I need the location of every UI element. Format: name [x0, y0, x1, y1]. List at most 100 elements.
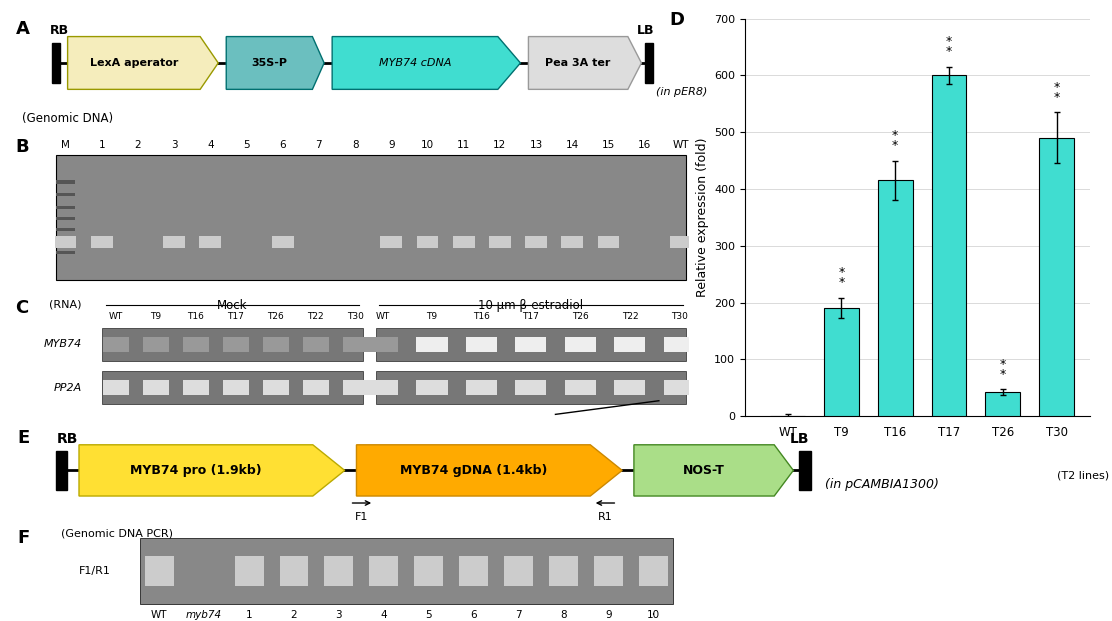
Bar [367, 337, 398, 351]
Text: PP2A: PP2A [54, 383, 82, 392]
Text: E: E [18, 430, 30, 447]
Bar [664, 380, 695, 395]
Text: 4: 4 [207, 140, 214, 150]
Polygon shape [634, 445, 793, 496]
Bar [565, 380, 596, 395]
Text: T30: T30 [347, 312, 365, 321]
Text: *: * [946, 45, 952, 58]
Text: RB: RB [57, 432, 78, 446]
Bar [417, 380, 447, 395]
Bar [549, 556, 578, 586]
Bar [594, 556, 623, 586]
Text: Pea 3A ter: Pea 3A ter [546, 58, 610, 68]
Bar [91, 236, 112, 248]
Text: 8: 8 [351, 140, 358, 150]
Bar [142, 337, 169, 351]
Bar [56, 451, 67, 489]
Y-axis label: Relative expression (fold): Relative expression (fold) [696, 138, 708, 297]
Text: T9: T9 [426, 312, 438, 321]
Text: 13: 13 [529, 140, 543, 150]
Text: T16: T16 [187, 312, 205, 321]
Bar [932, 75, 966, 416]
Text: 7: 7 [316, 140, 322, 150]
Polygon shape [226, 37, 324, 89]
Text: 2: 2 [135, 140, 141, 150]
Text: *: * [892, 139, 898, 152]
Text: F: F [18, 528, 30, 546]
Bar [376, 328, 686, 361]
Bar [597, 236, 619, 248]
Bar [342, 337, 369, 351]
Bar [102, 337, 129, 351]
Bar [417, 337, 447, 351]
Text: MYB74: MYB74 [44, 339, 82, 349]
Bar [639, 556, 668, 586]
Bar [466, 380, 497, 395]
Bar [453, 236, 475, 248]
Polygon shape [79, 445, 345, 496]
Bar [271, 236, 294, 248]
Text: T26: T26 [267, 312, 285, 321]
Text: D: D [669, 11, 684, 29]
Bar [182, 380, 209, 395]
Bar [489, 236, 510, 248]
Bar [56, 193, 76, 196]
Bar [800, 451, 811, 489]
Text: T30: T30 [671, 312, 688, 321]
Bar [565, 337, 596, 351]
Text: T26: T26 [572, 312, 589, 321]
Text: A: A [16, 20, 29, 38]
Text: LexA aperator: LexA aperator [90, 58, 178, 68]
Text: LB: LB [637, 24, 654, 37]
Text: 16: 16 [638, 140, 652, 150]
Bar [877, 181, 913, 416]
Text: T16: T16 [473, 312, 490, 321]
Text: 14: 14 [566, 140, 579, 150]
Text: 3: 3 [171, 140, 178, 150]
Bar [415, 556, 444, 586]
Bar [664, 337, 695, 351]
Bar [262, 337, 289, 351]
Bar [615, 380, 645, 395]
Bar [562, 236, 583, 248]
Text: MYB74 gDNA (1.4kb): MYB74 gDNA (1.4kb) [399, 464, 547, 477]
Bar [1039, 138, 1074, 416]
Text: F1: F1 [355, 512, 368, 522]
Text: WT: WT [109, 312, 122, 321]
Text: T9: T9 [150, 312, 161, 321]
Text: (in pCAMBIA1300): (in pCAMBIA1300) [825, 478, 939, 491]
Text: (Genomic DNA PCR): (Genomic DNA PCR) [61, 528, 173, 539]
Bar [235, 556, 264, 586]
Bar [56, 181, 76, 184]
Bar [985, 392, 1021, 416]
Bar [262, 380, 289, 395]
Text: T17: T17 [227, 312, 245, 321]
Text: 1: 1 [246, 610, 252, 620]
Bar [376, 371, 686, 404]
Text: 5: 5 [426, 610, 433, 620]
Bar [222, 337, 249, 351]
Bar [102, 328, 363, 361]
Bar [54, 236, 77, 248]
Bar [56, 251, 76, 254]
Text: 12: 12 [494, 140, 506, 150]
Bar [56, 155, 686, 279]
Text: 10: 10 [647, 610, 661, 620]
Bar [516, 337, 546, 351]
Text: myb74: myb74 [186, 610, 222, 620]
Text: (Genomic DNA): (Genomic DNA) [22, 112, 113, 125]
Bar [466, 337, 497, 351]
Bar [367, 380, 398, 395]
Text: MYB74 pro (1.9kb): MYB74 pro (1.9kb) [130, 464, 261, 477]
Bar [140, 538, 673, 604]
Text: Mock: Mock [217, 299, 248, 312]
Text: 8: 8 [560, 610, 567, 620]
Text: 9: 9 [605, 610, 612, 620]
Bar [222, 380, 249, 395]
Text: *: * [1053, 91, 1060, 104]
Bar [56, 206, 76, 209]
Text: 9: 9 [388, 140, 395, 150]
Text: 5: 5 [244, 140, 250, 150]
Text: R1: R1 [597, 512, 613, 522]
Bar [380, 236, 403, 248]
